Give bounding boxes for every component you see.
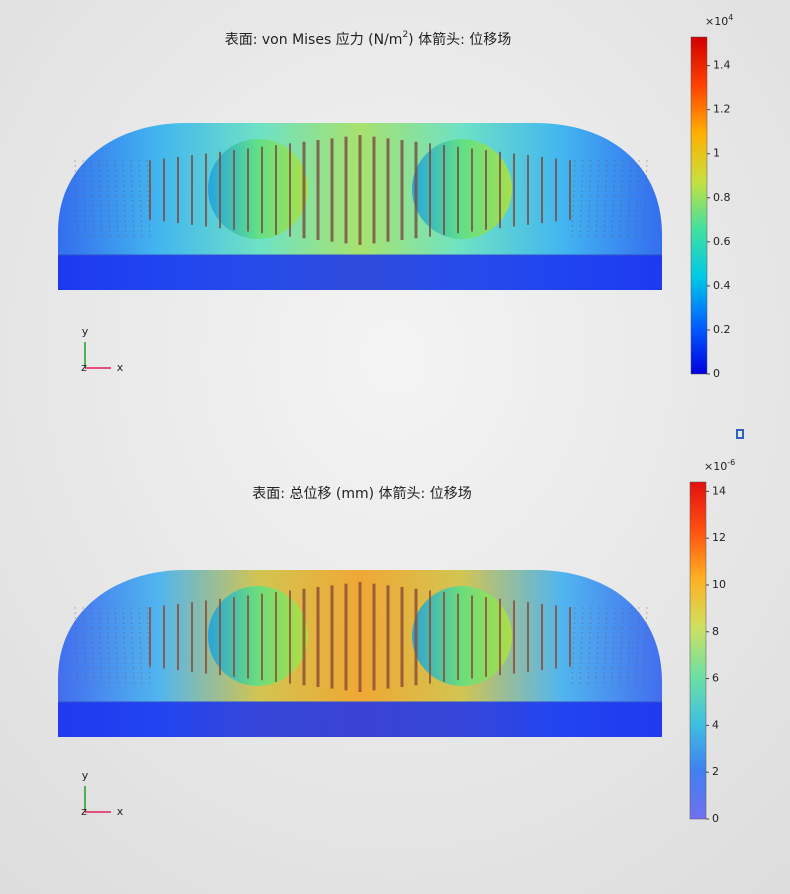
arrow (587, 159, 592, 241)
title-text: ) 体箭头: 位移场 (408, 31, 511, 48)
scale-exponent: 4 (728, 13, 733, 22)
arrow (627, 606, 632, 688)
tick-label: 12 (712, 531, 726, 544)
axis-label: x (117, 805, 124, 818)
arrow (98, 159, 103, 241)
arrow (138, 606, 143, 688)
title-superscript: 2 (402, 30, 408, 40)
title-text: 表面: von Mises 应力 (N/m (225, 31, 403, 48)
arrow (571, 159, 576, 241)
arrow (571, 606, 576, 688)
arrow (114, 159, 119, 241)
sphere (208, 139, 308, 239)
arrow (98, 606, 103, 688)
arrow (579, 159, 584, 241)
tick-label: 14 (712, 484, 726, 497)
tick-label: 0 (713, 367, 720, 380)
arrow (82, 606, 87, 688)
scale-label: ×104 (705, 13, 733, 29)
arrow (138, 159, 143, 241)
arrow (603, 159, 608, 241)
arrow (595, 159, 600, 241)
arrow (122, 159, 127, 241)
tick-label: 0 (712, 812, 719, 825)
tick-label: 2 (712, 765, 719, 778)
arrow (74, 159, 79, 241)
tick-label: 0.6 (713, 235, 731, 248)
scale-base: ×10 (704, 460, 727, 473)
tick-label: 10 (712, 578, 726, 591)
arrow (82, 159, 87, 241)
arrow (643, 159, 648, 241)
tick-label: 1 (713, 147, 720, 160)
arrow (611, 606, 616, 688)
arrow (130, 606, 135, 688)
tick-label: 1.4 (713, 59, 731, 72)
tick-label: 4 (712, 718, 719, 731)
arrow (619, 159, 624, 241)
axis-label: y (82, 325, 89, 338)
arrow (579, 606, 584, 688)
scale-base: ×10 (705, 15, 728, 28)
tick-label: 6 (712, 672, 719, 685)
axis-label: z (81, 805, 87, 818)
tick-label: 0.4 (713, 279, 731, 292)
base-slab (58, 255, 662, 290)
tick-label: 0.8 (713, 191, 731, 204)
scale-label: ×10-6 (704, 458, 735, 474)
scale-exponent: -6 (727, 458, 735, 467)
axis-label: y (82, 769, 89, 782)
base-slab (58, 702, 662, 737)
arrow (627, 159, 632, 241)
arrow (122, 606, 127, 688)
arrow (114, 606, 119, 688)
tick-label: 0.2 (713, 323, 731, 336)
arrow (90, 159, 95, 241)
icon (736, 429, 744, 439)
arrow (106, 159, 111, 241)
arrow (635, 606, 640, 688)
arrow (90, 606, 95, 688)
plot-title: 表面: 总位移 (mm) 体箭头: 位移场 (252, 485, 471, 502)
arrow (619, 606, 624, 688)
arrow (595, 606, 600, 688)
arrow (643, 606, 648, 688)
plot-title: 表面: von Mises 应力 (N/m2) 体箭头: 位移场 (225, 30, 512, 49)
axis-label: z (81, 361, 87, 374)
arrow (635, 159, 640, 241)
tick-label: 1.2 (713, 103, 731, 116)
sphere (412, 139, 512, 239)
tick-label: 8 (712, 625, 719, 638)
colorbar (690, 36, 708, 375)
arrow (146, 159, 151, 241)
arrow (611, 159, 616, 241)
arrow (603, 606, 608, 688)
colorbar (689, 481, 707, 820)
sphere (412, 586, 512, 686)
arrow (106, 606, 111, 688)
sphere (208, 586, 308, 686)
title-text: 表面: 总位移 (mm) 体箭头: 位移场 (252, 485, 471, 502)
arrow (587, 606, 592, 688)
axis-label: x (117, 361, 124, 374)
arrow (130, 159, 135, 241)
arrow (146, 606, 151, 688)
arrow (74, 606, 79, 688)
